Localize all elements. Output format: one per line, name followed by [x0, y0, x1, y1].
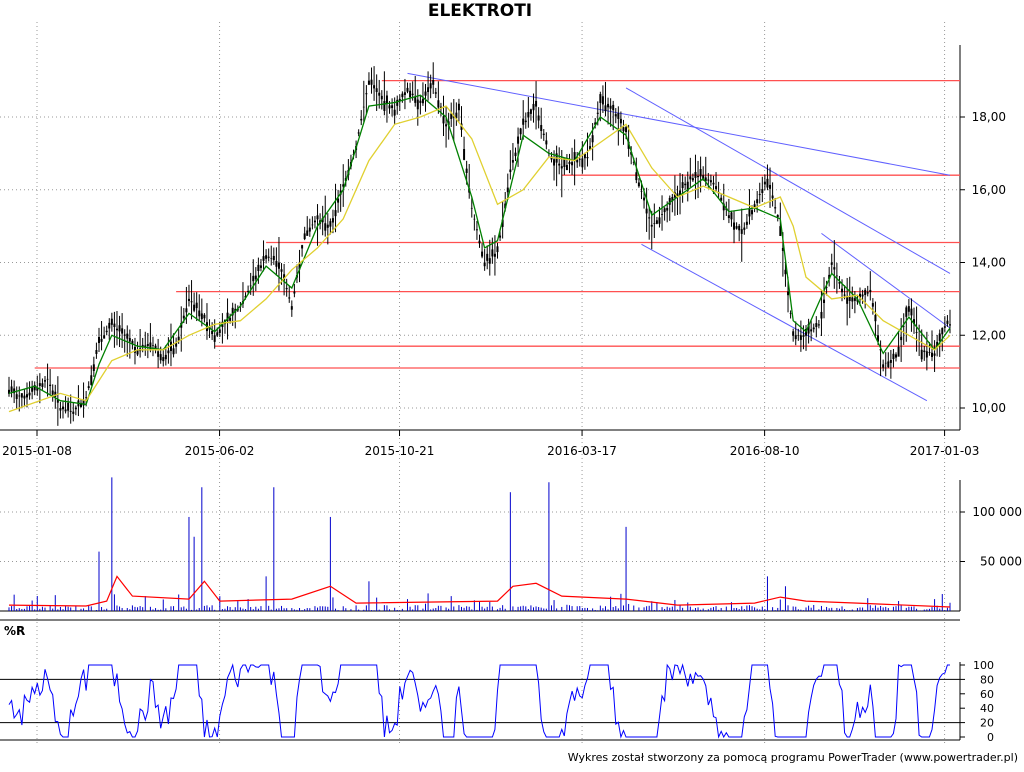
- volume-y-tick-label: 100 000: [972, 505, 1022, 519]
- ma-long-line: [8, 105, 951, 413]
- chart-title: ELEKTROTI: [427, 1, 533, 21]
- price-x-tick-label: 2017-01-03: [910, 444, 980, 458]
- oscillator-label: %R: [4, 624, 25, 638]
- price-y-tick-label: 14,00: [972, 256, 1006, 270]
- oscillator-y-tick-label: 20: [980, 717, 994, 730]
- oscillator-y-tick-label: 60: [980, 688, 994, 701]
- price-x-tick-label: 2015-10-21: [365, 444, 435, 458]
- trend-line: [625, 87, 951, 274]
- ma-short-line: [8, 94, 951, 406]
- footer-credit: Wykres został stworzony za pomocą progra…: [567, 751, 1018, 764]
- price-x-tick-label: 2016-08-10: [730, 444, 800, 458]
- price-x-tick-label: 2015-01-08: [2, 444, 72, 458]
- volume-y-tick-label: 50 000: [980, 555, 1022, 569]
- oscillator-y-tick-label: 100: [973, 659, 994, 672]
- trend-line: [821, 232, 951, 329]
- price-x-tick-label: 2016-03-17: [547, 444, 617, 458]
- price-y-tick-label: 16,00: [972, 183, 1006, 197]
- trend-line: [641, 243, 928, 402]
- trend-line: [407, 72, 951, 176]
- price-y-tick-label: 10,00: [972, 401, 1006, 415]
- oscillator-y-tick-label: 80: [980, 673, 994, 686]
- price-x-tick-label: 2015-06-02: [185, 444, 255, 458]
- price-y-tick-label: 18,00: [972, 110, 1006, 124]
- price-y-tick-label: 12,00: [972, 328, 1006, 342]
- oscillator-y-tick-label: 40: [980, 702, 994, 715]
- oscillator-y-tick-label: 0: [987, 731, 994, 744]
- volume-avg-line: [8, 575, 951, 608]
- oscillator-line: [8, 663, 950, 739]
